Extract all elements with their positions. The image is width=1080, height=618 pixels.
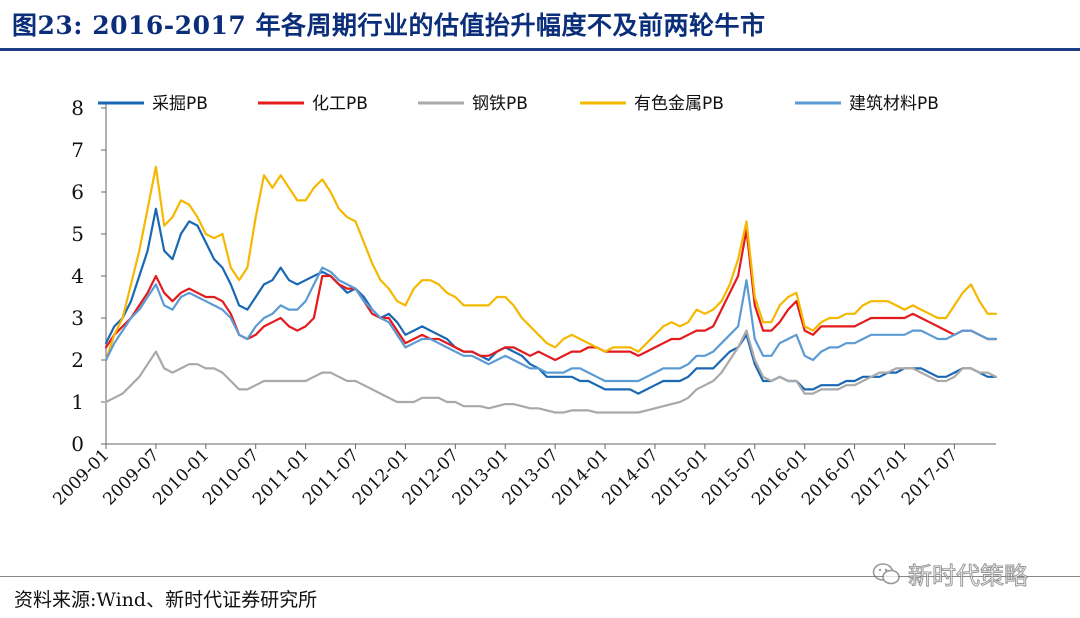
- series-line-5: [104, 266, 998, 383]
- y-tick-label: 6: [71, 180, 84, 204]
- y-tick-label: 5: [71, 222, 84, 246]
- title-divider: [0, 48, 1080, 51]
- series-line-4: [104, 165, 998, 362]
- source-note: 资料来源:Wind、新时代证券研究所: [14, 589, 318, 611]
- series-line-2: [104, 228, 998, 362]
- figure-title: 图23: 2016-2017 年各周期行业的估值抬升幅度不及前两轮牛市: [12, 11, 766, 40]
- watermark-label: 新时代策略: [908, 562, 1029, 591]
- y-tick-label: 8: [71, 96, 84, 120]
- legend-label: 建筑材料PB: [849, 94, 939, 114]
- x-axis: 2009-012009-072010-012010-072011-012011-…: [49, 443, 996, 509]
- legend-label: 采掘PB: [152, 94, 208, 114]
- y-tick-label: 3: [71, 306, 84, 330]
- legend-label: 有色金属PB: [634, 94, 724, 114]
- y-tick-label: 2: [71, 348, 84, 372]
- watermark: 新时代策略: [872, 556, 1029, 591]
- series-line-3: [104, 329, 998, 414]
- legend-label: 钢铁PB: [472, 94, 528, 114]
- series-line-1: [104, 207, 998, 395]
- y-tick-label: 7: [71, 138, 84, 162]
- wechat-icon: [872, 562, 900, 584]
- y-tick-label: 4: [71, 264, 84, 288]
- legend-label: 化工PB: [312, 94, 368, 114]
- y-tick-label: 0: [71, 432, 84, 456]
- legend: 采掘PB 化工PB 钢铁PB 有色金属PB 建筑材料PB: [98, 94, 939, 114]
- y-axis: 0 1 2 3 4 5 6 7 8: [71, 96, 107, 456]
- y-tick-label: 1: [71, 390, 84, 414]
- footer-divider: [0, 576, 1080, 577]
- pb-line-chart: 0 1 2 3 4 5 6 7 8 2009-012009-072010-012010-0720…: [49, 94, 998, 509]
- series-layer: [104, 165, 998, 414]
